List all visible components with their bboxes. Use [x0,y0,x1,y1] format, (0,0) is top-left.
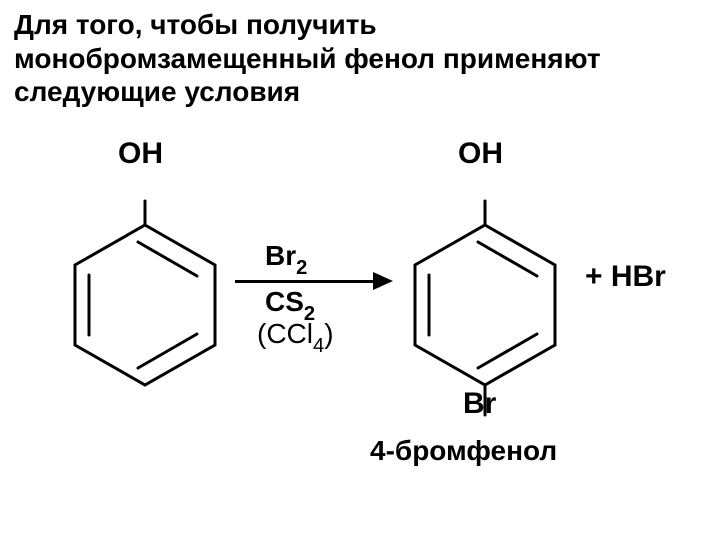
solvent-ccl4-sub: 4 [313,335,324,357]
reactant-phenol: OH [70,195,220,395]
reaction-arrow-head-icon [373,272,393,290]
product-br-label: Br [463,387,496,421]
heading-line2: монобромзамещенный фенол применяют [14,43,601,74]
solvent-ccl4-part3: ) [324,318,333,349]
product-4-bromophenol: OH Br [410,195,560,455]
page-root: Для того, чтобы получить монобромзамещен… [0,0,720,540]
solvent-cs2-part1: CS [265,286,304,317]
reaction-arrow-block: Br2 CS2 (CCl4) [235,250,395,390]
reagent-br2: Br2 [265,240,307,278]
heading-line1: Для того, чтобы получить [14,9,377,40]
heading-line3: следующие условия [14,76,300,107]
solvent-ccl4-part1: (CCl [257,318,313,349]
solvent-ccl4: (CCl4) [257,318,334,356]
reagent-br2-part1: Br [265,240,296,271]
reaction-arrow-line [235,280,375,283]
heading: Для того, чтобы получить монобромзамещен… [14,8,694,109]
product-oh-label: OH [458,137,503,171]
reactant-oh-label: OH [118,137,163,171]
reaction-scheme: OH Br2 CS 2 (CCl4) [30,130,690,510]
product-caption: 4-бромфенол [370,435,557,467]
byproduct-hbr: + HBr [585,260,666,294]
reagent-br2-sub: 2 [296,257,307,279]
phenol-structure-svg [70,195,220,395]
